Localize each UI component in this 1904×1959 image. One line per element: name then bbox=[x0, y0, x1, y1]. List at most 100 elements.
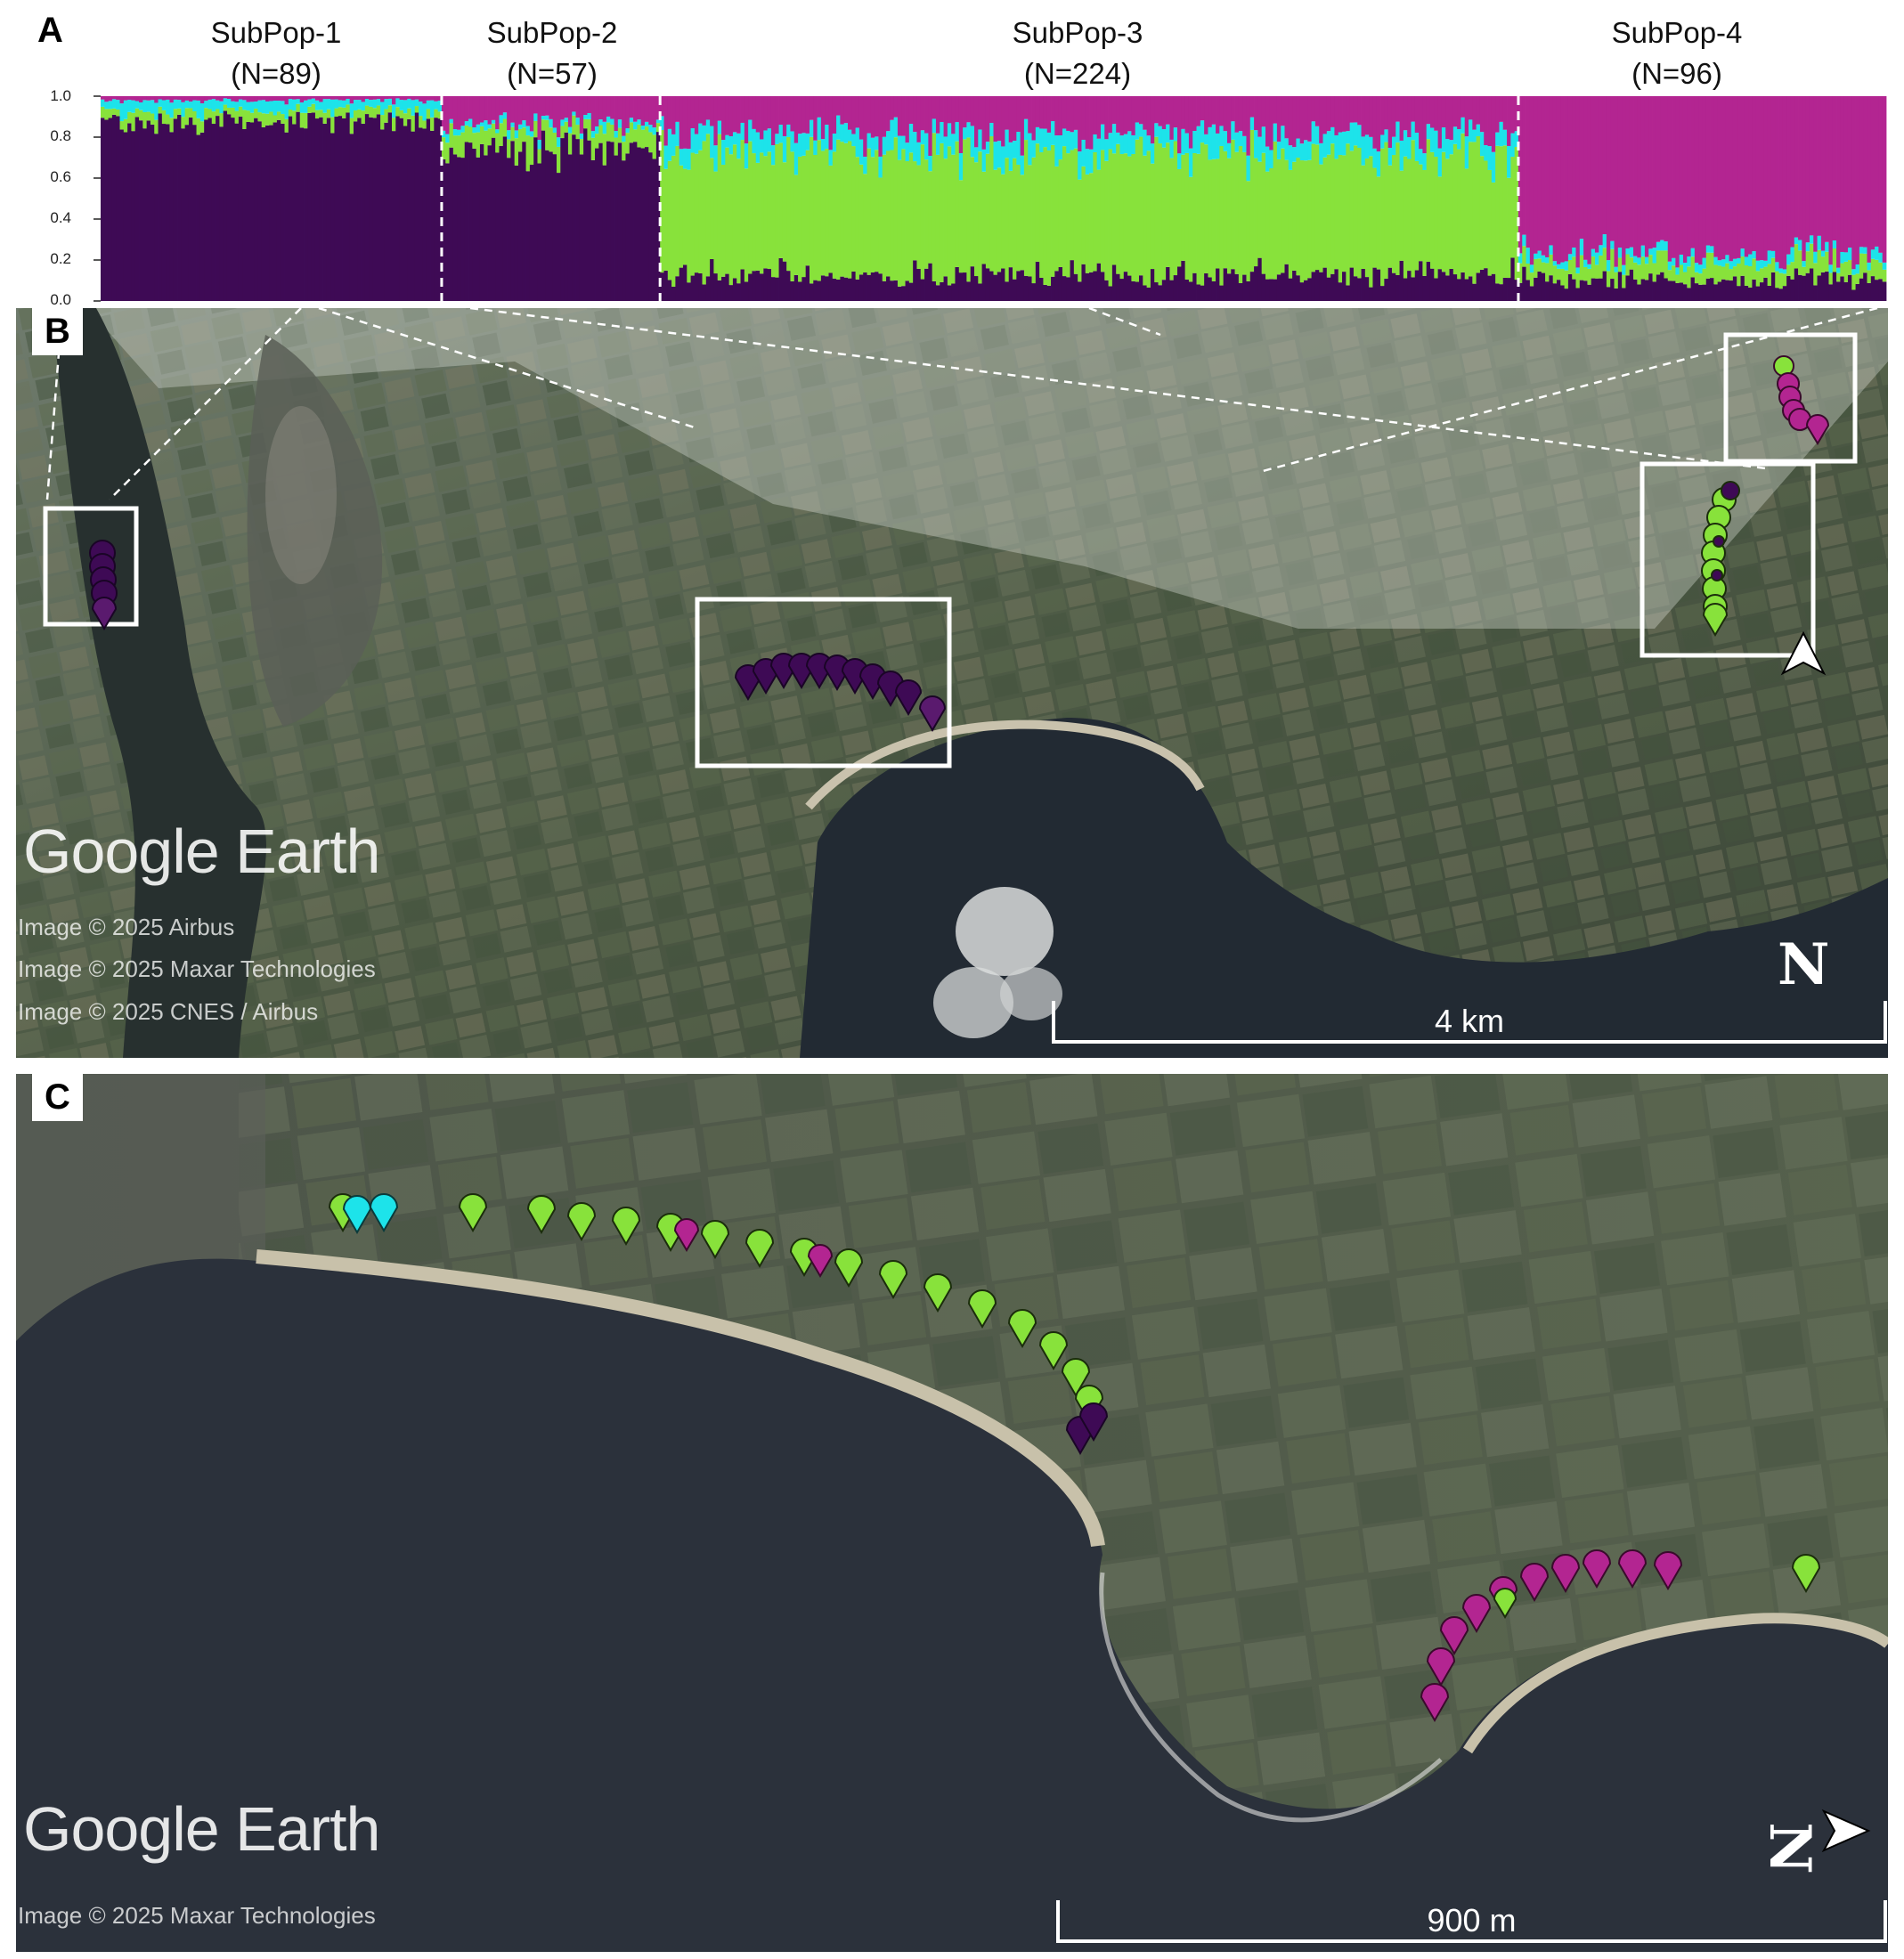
structure-bar-segment bbox=[216, 116, 220, 301]
structure-bar-segment bbox=[1139, 124, 1143, 137]
structure-bar-segment bbox=[893, 137, 899, 280]
structure-bar-segment bbox=[920, 96, 925, 131]
structure-bar-segment bbox=[1104, 139, 1109, 161]
structure-bar-segment bbox=[1111, 124, 1117, 154]
structure-bar-segment bbox=[1078, 151, 1082, 180]
structure-bar-segment bbox=[1184, 96, 1190, 134]
structure-bar-segment bbox=[177, 96, 182, 101]
structure-bar-segment bbox=[905, 280, 910, 301]
structure-bar-segment bbox=[1545, 96, 1550, 257]
structure-bar-segment bbox=[602, 96, 607, 122]
subpop-name: SubPop-1 bbox=[210, 16, 342, 49]
structure-bar-segment bbox=[1487, 169, 1493, 276]
structure-bar-segment bbox=[652, 134, 657, 159]
structure-bar-segment bbox=[1357, 278, 1362, 301]
structure-bar-segment bbox=[590, 96, 596, 132]
structure-bar-segment bbox=[1809, 268, 1814, 301]
structure-bar-segment bbox=[629, 96, 634, 118]
structure-bar-segment bbox=[265, 96, 270, 102]
structure-bar-segment bbox=[736, 133, 741, 159]
structure-bar-segment bbox=[867, 96, 872, 134]
structure-bar-segment bbox=[269, 96, 274, 102]
structure-bar-segment bbox=[211, 99, 216, 112]
structure-bar-segment bbox=[1828, 284, 1834, 301]
structure-bar-segment bbox=[828, 165, 834, 273]
structure-bar-segment bbox=[1867, 282, 1872, 301]
structure-bar-segment bbox=[307, 112, 313, 302]
structure-bar-segment bbox=[349, 118, 354, 134]
structure-bar-segment bbox=[1127, 275, 1132, 301]
structure-bar-segment bbox=[142, 111, 148, 129]
structure-bar-segment bbox=[698, 96, 703, 124]
structure-bar-segment bbox=[1005, 96, 1010, 130]
structure-bar-segment bbox=[1564, 261, 1569, 271]
structure-bar-segment bbox=[1698, 96, 1703, 265]
structure-bar-segment bbox=[1798, 96, 1802, 240]
structure-bar-segment bbox=[1426, 124, 1431, 140]
structure-bar-segment bbox=[472, 127, 477, 134]
structure-bar-segment bbox=[1441, 151, 1446, 272]
structure-bar-segment bbox=[855, 96, 860, 128]
structure-bar-segment bbox=[840, 124, 845, 142]
structure-bar-segment bbox=[560, 138, 566, 301]
structure-bar-segment bbox=[502, 96, 508, 113]
structure-bar-segment bbox=[790, 151, 795, 281]
structure-bar-segment bbox=[1522, 246, 1526, 267]
structure-bar-segment bbox=[353, 121, 358, 301]
structure-bar-segment bbox=[767, 96, 772, 129]
structure-bar-segment bbox=[1276, 274, 1282, 301]
structure-bar-segment bbox=[1158, 285, 1163, 301]
structure-bar-segment bbox=[805, 96, 810, 134]
structure-bar-segment bbox=[867, 133, 872, 149]
structure-bar-segment bbox=[1744, 285, 1749, 301]
structure-bar-segment bbox=[1847, 260, 1852, 275]
structure-bar-segment bbox=[993, 274, 998, 301]
structure-bar-segment bbox=[1411, 277, 1416, 301]
structure-bar-segment bbox=[1479, 132, 1485, 157]
structure-bar-segment bbox=[1836, 96, 1841, 268]
structure-bar-segment bbox=[1334, 134, 1339, 159]
structure-bar-segment bbox=[419, 102, 423, 117]
structure-bar-segment bbox=[1131, 280, 1136, 301]
structure-bar-segment bbox=[1667, 261, 1672, 271]
structure-bar-segment bbox=[1104, 96, 1109, 140]
structure-bar-segment bbox=[1046, 285, 1052, 301]
structure-bar-segment bbox=[1407, 271, 1412, 301]
structure-bar-segment bbox=[1089, 96, 1094, 150]
structure-bar-segment bbox=[387, 112, 393, 301]
structure-bar-segment bbox=[1567, 96, 1573, 255]
structure-bar-segment bbox=[1353, 122, 1358, 146]
structure-bar-segment bbox=[890, 150, 895, 281]
structure-bar-segment bbox=[468, 142, 473, 301]
structure-bar-segment bbox=[1832, 96, 1837, 241]
structure-bar-segment bbox=[1560, 262, 1565, 269]
structure-bar-segment bbox=[897, 135, 902, 160]
structure-bar-segment bbox=[219, 101, 224, 114]
structure-bar-segment bbox=[1211, 124, 1216, 159]
structure-bar-segment bbox=[687, 169, 691, 283]
structure-bar-segment bbox=[369, 96, 373, 101]
structure-bar-segment bbox=[422, 96, 427, 104]
panel-label-b: B bbox=[32, 308, 83, 355]
structure-bar-segment bbox=[928, 96, 933, 156]
structure-bar-segment bbox=[843, 96, 849, 124]
structure-bar-segment bbox=[660, 130, 664, 273]
structure-bar-segment bbox=[111, 99, 117, 109]
structure-bar-segment bbox=[1242, 151, 1247, 275]
structure-bar-segment bbox=[1269, 96, 1273, 150]
structure-bar-segment bbox=[1717, 96, 1722, 261]
structure-bar-segment bbox=[1403, 130, 1408, 157]
structure-bar-segment bbox=[150, 113, 155, 125]
structure-bar-segment bbox=[276, 96, 281, 102]
structure-bar-segment bbox=[640, 129, 646, 149]
structure-bar-segment bbox=[1794, 268, 1799, 301]
structure-bar-segment bbox=[1219, 96, 1225, 126]
structure-bar-segment bbox=[1046, 132, 1052, 151]
structure-bar-segment bbox=[1564, 96, 1569, 262]
structure-bar-segment bbox=[1023, 96, 1029, 119]
structure-bar-segment bbox=[652, 159, 657, 301]
structure-bar-segment bbox=[667, 280, 672, 301]
structure-bar-segment bbox=[970, 266, 975, 301]
structure-bar-segment bbox=[495, 152, 500, 301]
structure-bar-segment bbox=[1426, 139, 1431, 262]
